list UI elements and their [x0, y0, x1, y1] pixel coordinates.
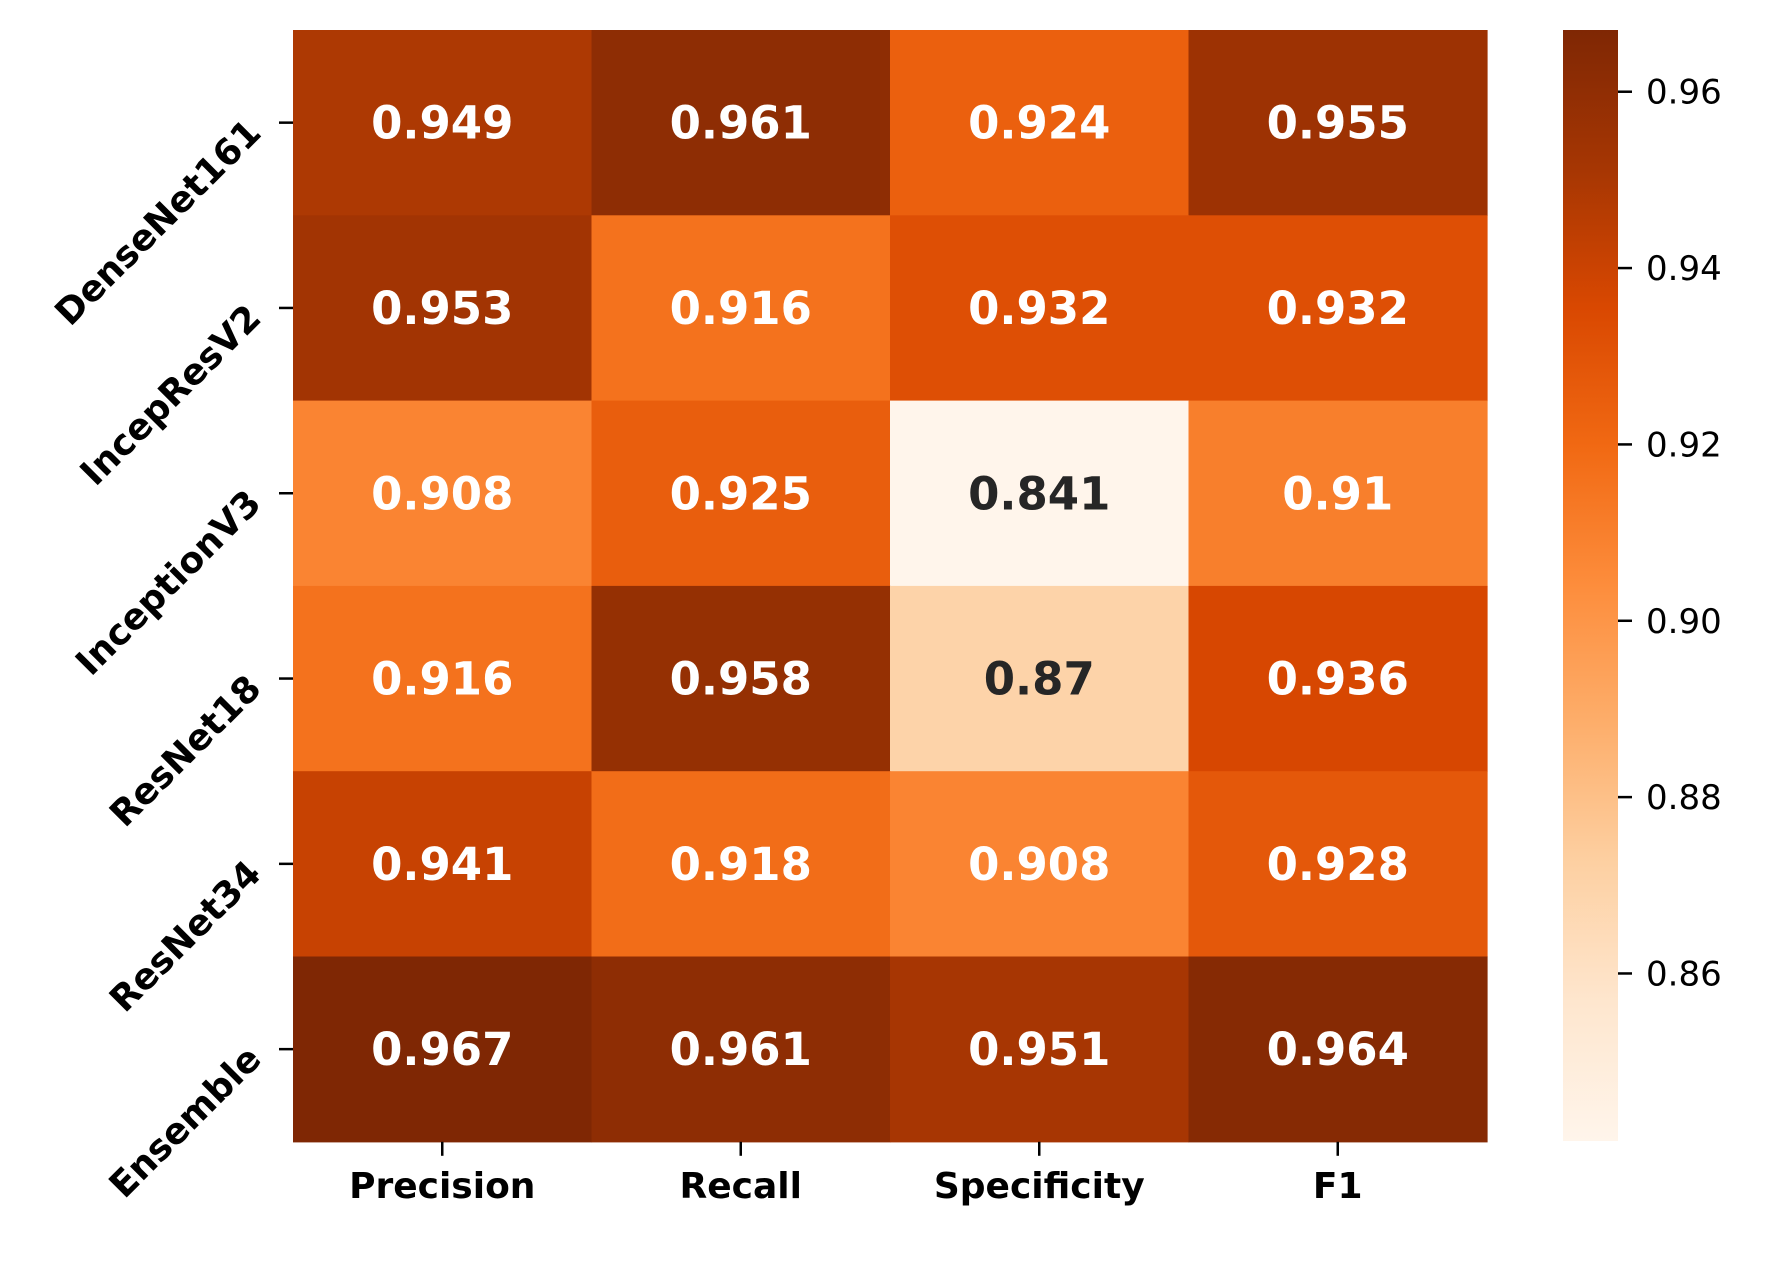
cell-value-label: 0.955	[1267, 97, 1409, 150]
x-axis: Precision Recall Specificity F1	[349, 1141, 1363, 1207]
heatmap-cell-ensemble-specificity	[890, 956, 1190, 1143]
cell-value-label: 0.967	[371, 1023, 513, 1076]
cell-value-label: 0.961	[670, 97, 812, 150]
heatmap-cell-incepresv2-recall	[591, 215, 891, 402]
heatmap-cell-ensemble-recall	[591, 956, 891, 1143]
cell-value-label: 0.951	[968, 1023, 1110, 1076]
colorbar-tick-label: 0.88	[1646, 778, 1722, 818]
colorbar-tick-label: 0.94	[1646, 249, 1722, 289]
heatmap-cell-incepresv2-precision	[293, 215, 593, 402]
cell-value-label: 0.941	[371, 838, 513, 891]
cell-value-label: 0.964	[1267, 1023, 1409, 1076]
cell-value-label: 0.924	[968, 97, 1110, 150]
colorbar-tick-label: 0.96	[1646, 73, 1722, 113]
cell-value-label: 0.91	[1282, 467, 1393, 520]
heatmap-cell-resnet18-f1	[1188, 585, 1488, 772]
cell-value-label: 0.87	[984, 653, 1095, 706]
colorbar-tick-label: 0.90	[1646, 602, 1722, 642]
heatmap-cell-inceptionv3-f1	[1188, 400, 1488, 587]
colorbar-gradient	[1563, 30, 1618, 1141]
heatmap-cell-densenet161-f1	[1188, 30, 1488, 216]
cell-value-label: 0.958	[670, 653, 812, 706]
heatmap-cell-inceptionv3-recall	[591, 400, 891, 587]
heatmap-cell-resnet34-recall	[591, 771, 891, 958]
cell-value-label: 0.841	[968, 467, 1110, 520]
cell-value-label: 0.961	[670, 1023, 812, 1076]
y-tick-label-resnet18: ResNet18	[102, 668, 269, 835]
heatmap-cell-ensemble-precision	[293, 956, 593, 1143]
x-tick-label-precision: Precision	[349, 1166, 535, 1207]
colorbar-tick-label: 0.92	[1646, 425, 1722, 465]
cell-value-label: 0.908	[371, 467, 513, 520]
heatmap-cell-densenet161-specificity	[890, 30, 1190, 216]
x-tick-label-f1: F1	[1313, 1166, 1363, 1207]
cell-value-label: 0.932	[1267, 282, 1409, 335]
x-tick-label-recall: Recall	[680, 1166, 802, 1207]
x-tick-label-specificity: Specificity	[934, 1166, 1145, 1207]
heatmap-cell-resnet34-f1	[1188, 771, 1488, 958]
y-axis: DenseNet161IncepResV2InceptionV3ResNet18…	[48, 112, 293, 1206]
heatmap-cell-resnet18-specificity	[890, 585, 1190, 772]
cell-value-label: 0.949	[371, 97, 513, 150]
y-tick-label-incepresv2: IncepResV2	[73, 297, 270, 494]
cell-value-label: 0.936	[1267, 653, 1409, 706]
y-tick-label-ensemble: Ensemble	[102, 1039, 270, 1207]
heatmap-cell-inceptionv3-precision	[293, 400, 593, 587]
colorbar: 0.86 0.88 0.90 0.92 0.94 0.96	[1563, 30, 1722, 1141]
colorbar-tick-label: 0.86	[1646, 954, 1722, 994]
cell-value-label: 0.932	[968, 282, 1110, 335]
heatmap-cell-resnet18-recall	[591, 585, 891, 772]
cell-value-label: 0.908	[968, 838, 1110, 891]
cell-labels: 0.949 0.961 0.924 0.955 0.953 0.916 0.932 0.932…	[371, 97, 1409, 1077]
cell-value-label: 0.928	[1267, 838, 1409, 891]
heatmap-cell-ensemble-f1	[1188, 956, 1488, 1143]
y-tick-label-inceptionv3: InceptionV3	[68, 483, 269, 684]
heatmap-cell-resnet34-precision	[293, 771, 593, 958]
heatmap-cells	[293, 30, 1488, 1143]
heatmap-cell-inceptionv3-specificity	[890, 400, 1190, 587]
y-tick-label-resnet34: ResNet34	[102, 853, 269, 1020]
cell-value-label: 0.918	[670, 838, 812, 891]
cell-value-label: 0.916	[371, 653, 513, 706]
heatmap-cell-densenet161-precision	[293, 30, 593, 216]
heatmap-cell-resnet34-specificity	[890, 771, 1190, 958]
heatmap-cell-densenet161-recall	[591, 30, 891, 216]
cell-value-label: 0.916	[670, 282, 812, 335]
heatmap-cell-resnet18-precision	[293, 585, 593, 772]
heatmap-cell-incepresv2-specificity	[890, 215, 1190, 402]
cell-value-label: 0.925	[670, 467, 812, 520]
heatmap-cell-incepresv2-f1	[1188, 215, 1488, 402]
cell-value-label: 0.953	[371, 282, 513, 335]
